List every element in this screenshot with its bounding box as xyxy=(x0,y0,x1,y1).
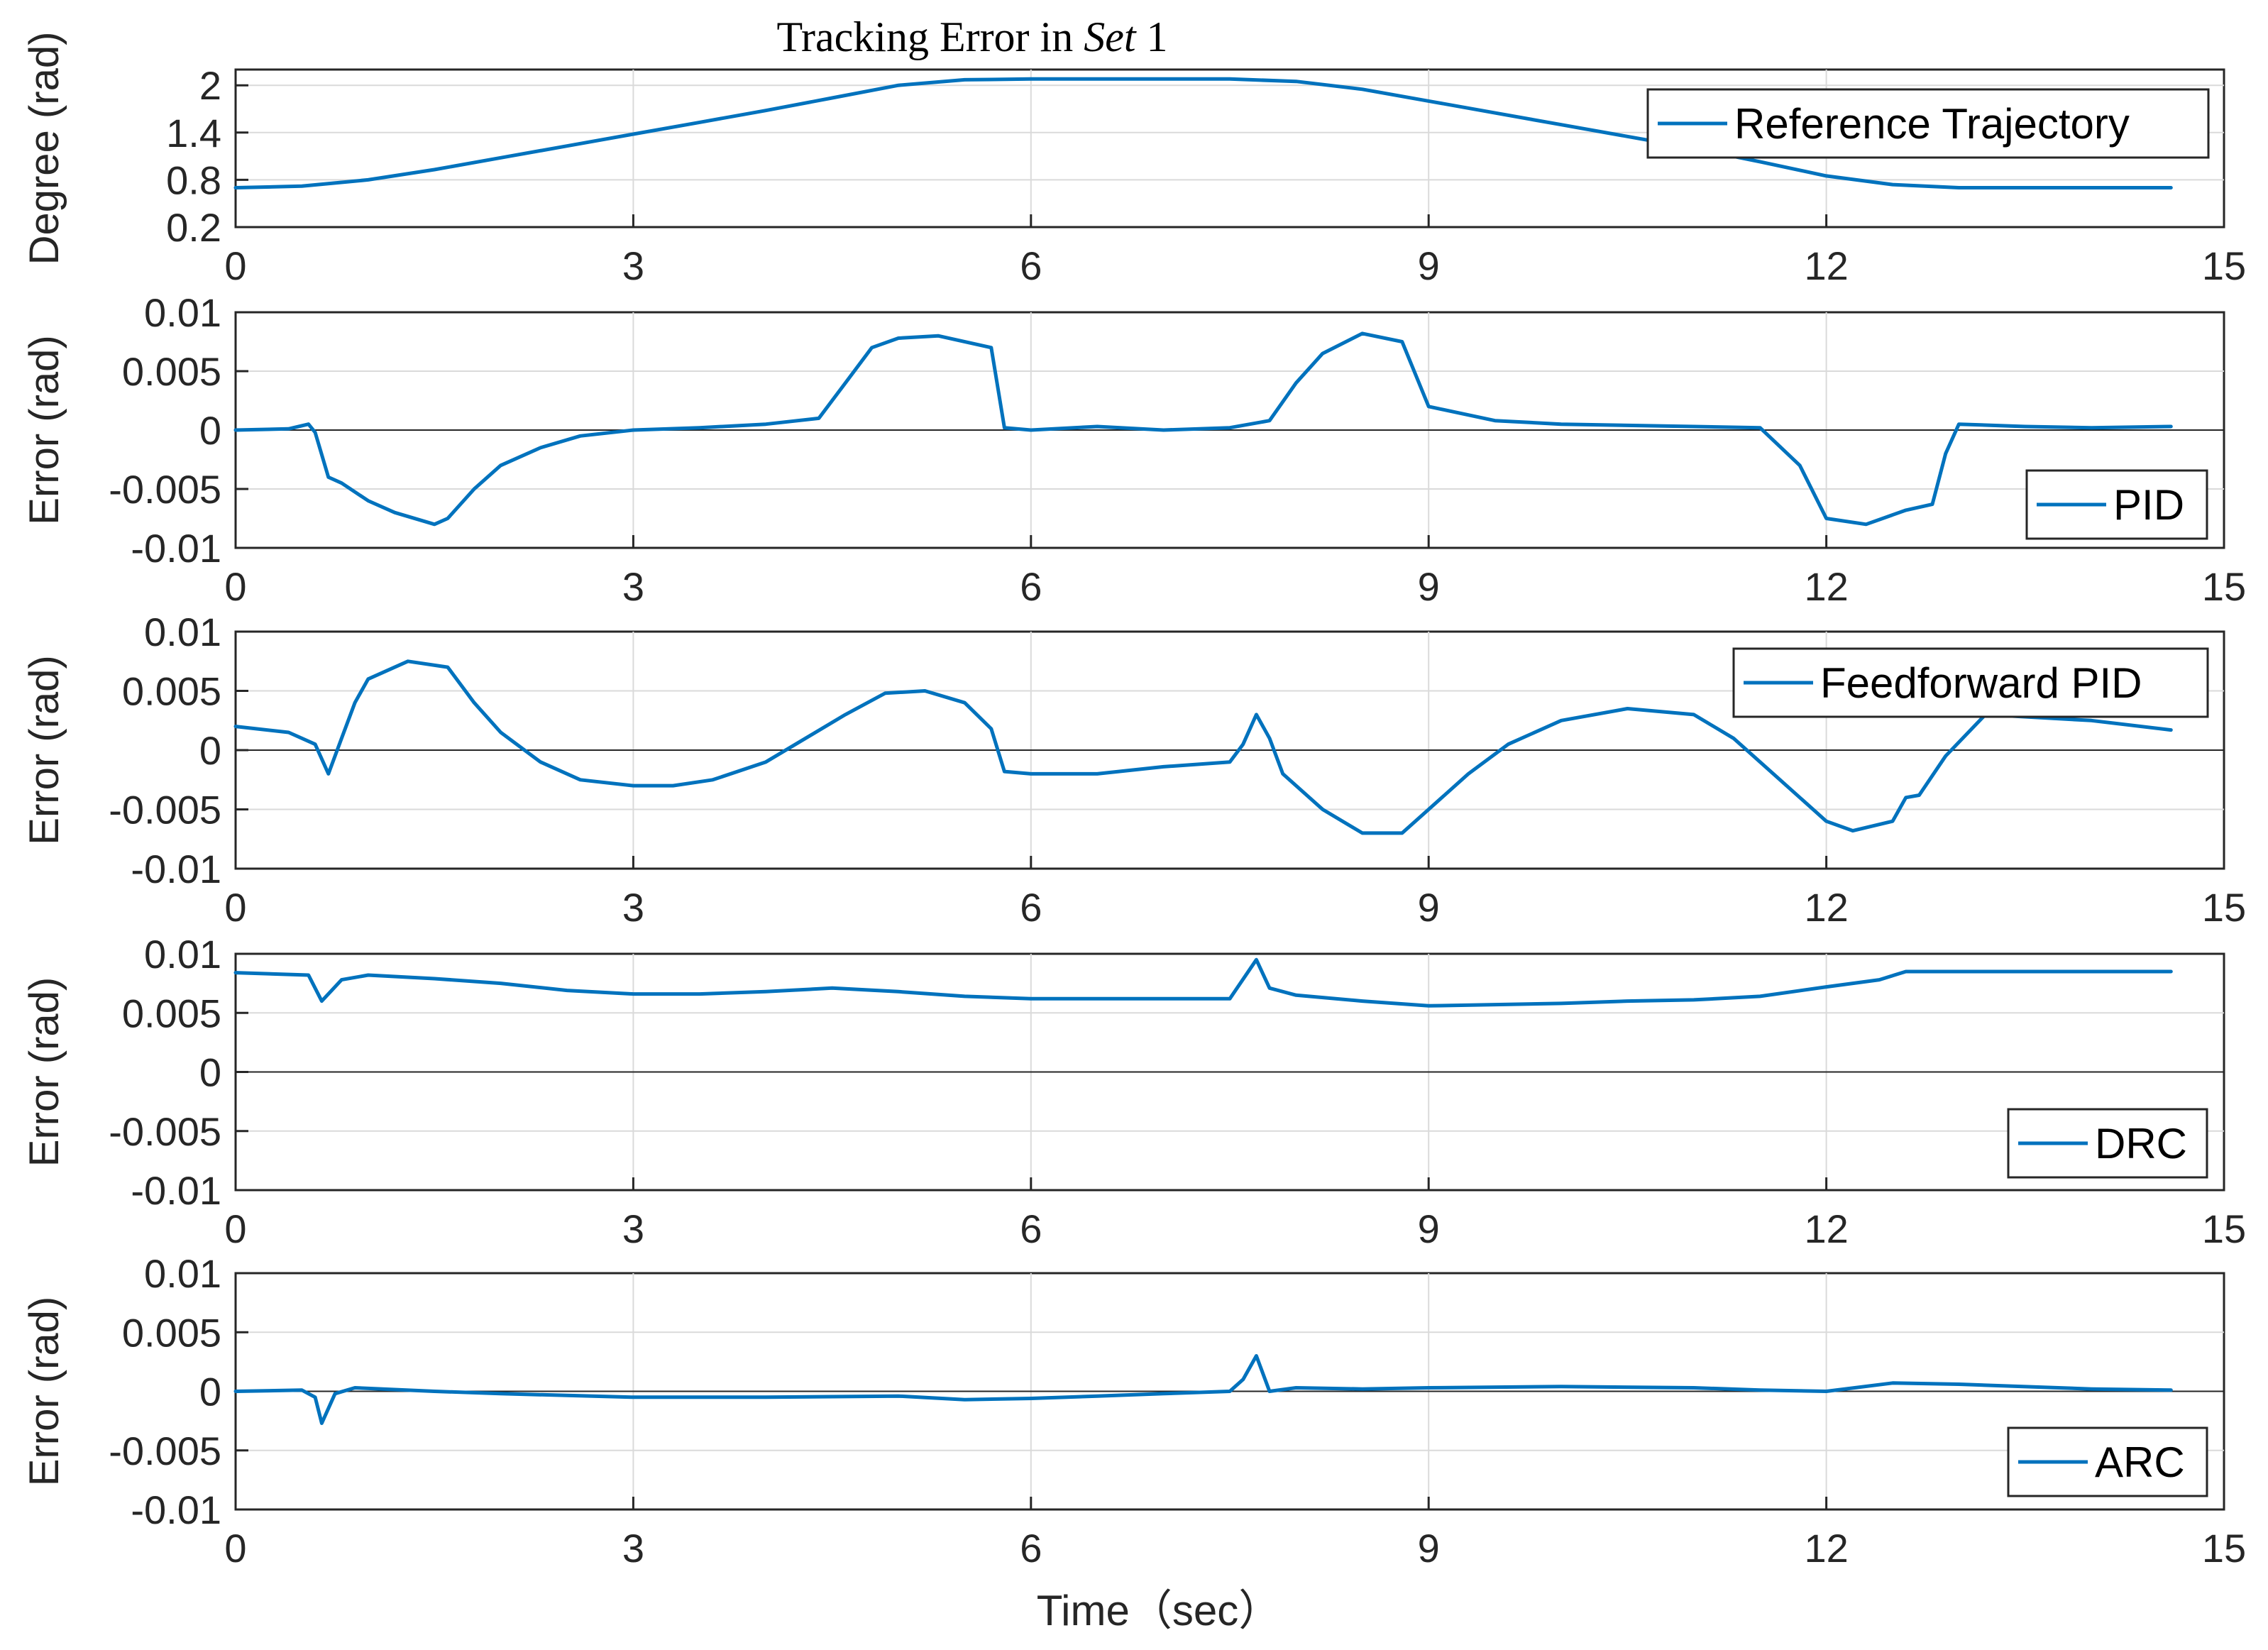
panel-3: 0 3 6 9 12 15 0.01 0.005 0 -0.005 -0.01 Error (rad)… xyxy=(21,610,2246,930)
legend-label: PID xyxy=(2113,481,2184,529)
series-line-pid xyxy=(233,331,2173,527)
y-tick-label: -0.01 xyxy=(131,526,221,571)
legend: PID xyxy=(2025,469,2208,540)
y-tick-label: 0.01 xyxy=(144,932,221,977)
y-tick-label: 0.005 xyxy=(122,349,221,394)
x-tick-label: 6 xyxy=(1020,1526,1042,1571)
x-tick-label: 3 xyxy=(622,1206,644,1251)
x-tick-label: 6 xyxy=(1020,564,1042,609)
y-tick-label: -0.005 xyxy=(109,788,221,832)
x-axis-label: Time（sec） xyxy=(1037,1587,1281,1634)
x-tick-label: 9 xyxy=(1418,564,1440,609)
x-tick-label: 0 xyxy=(224,564,246,609)
panel-5: 0 3 6 9 12 15 0.01 0.005 0 -0.005 -0.01 Error (rad)… xyxy=(21,1251,2246,1634)
x-tick-label: 0 xyxy=(224,1206,246,1251)
y-tick-label: 0 xyxy=(199,728,221,773)
x-tick-label: 6 xyxy=(1020,885,1042,930)
panel-4: 0 3 6 9 12 15 0.01 0.005 0 -0.005 -0.01 Error (rad)… xyxy=(21,932,2246,1251)
y-tick-label: -0.01 xyxy=(131,1168,221,1213)
x-tick-label: 12 xyxy=(1804,243,1848,288)
series-line-feedforward-pid xyxy=(233,659,2173,835)
y-tick-label: 0.005 xyxy=(122,669,221,714)
y-tick-label: 0.01 xyxy=(144,610,221,654)
y-tick-label: 0 xyxy=(199,1050,221,1095)
legend: Reference Trajectory xyxy=(1646,88,2210,159)
y-tick-label: -0.01 xyxy=(131,847,221,891)
series-line-arc xyxy=(233,1354,2173,1425)
legend: DRC xyxy=(2007,1108,2208,1179)
x-tick-label: 3 xyxy=(622,885,644,930)
y-tick-label: 1.4 xyxy=(166,111,221,155)
legend: Feedforward PID xyxy=(1732,647,2209,718)
x-tick-label: 12 xyxy=(1804,564,1848,609)
panel-1: 0 3 6 9 12 15 0.20.81.42 Degree (rad) Reference … xyxy=(21,32,2246,288)
x-tick-label: 0 xyxy=(224,1526,246,1571)
x-tick-label: 12 xyxy=(1804,1206,1848,1251)
legend: ARC xyxy=(2007,1426,2208,1497)
y-tick-label: 0.8 xyxy=(166,158,221,202)
y-tick-label: -0.005 xyxy=(109,467,221,512)
x-tick-label: 0 xyxy=(224,885,246,930)
y-tick-label: 0 xyxy=(199,408,221,453)
x-tick-label: 15 xyxy=(2202,564,2246,609)
x-tick-label: 3 xyxy=(622,564,644,609)
x-tick-label: 9 xyxy=(1418,885,1440,930)
legend-label: Feedforward PID xyxy=(1820,659,2142,707)
y-tick-label: 0 xyxy=(199,1370,221,1414)
y-axis-label: Error (rad) xyxy=(21,977,67,1167)
x-tick-label: 6 xyxy=(1020,1206,1042,1251)
y-axis-label: Error (rad) xyxy=(21,655,67,845)
y-tick-label: 0.01 xyxy=(144,290,221,335)
y-tick-label: 0.2 xyxy=(166,205,221,250)
y-axis-label: Degree (rad) xyxy=(21,32,67,265)
x-tick-label: 15 xyxy=(2202,885,2246,930)
figure-title: Tracking Error in Set 1 xyxy=(776,13,1167,60)
legend-box xyxy=(1732,647,2209,718)
y-axis-label: Error (rad) xyxy=(21,1297,67,1486)
y-tick-label: 2 xyxy=(199,63,221,108)
panel-2: 0 3 6 9 12 15 0.01 0.005 0 -0.005 -0.01 Error (rad)… xyxy=(21,290,2246,609)
x-tick-label: 9 xyxy=(1418,1526,1440,1571)
x-tick-label: 15 xyxy=(2202,1206,2246,1251)
legend-label: Reference Trajectory xyxy=(1734,100,2130,148)
x-tick-label: 3 xyxy=(622,243,644,288)
y-tick-label: -0.005 xyxy=(109,1109,221,1154)
legend-label: ARC xyxy=(2095,1439,2185,1486)
legend-box xyxy=(1646,88,2210,159)
x-tick-label: 12 xyxy=(1804,885,1848,930)
x-tick-label: 15 xyxy=(2202,1526,2246,1571)
x-tick-label: 0 xyxy=(224,243,246,288)
y-tick-label: 0.005 xyxy=(122,1310,221,1355)
x-tick-label: 9 xyxy=(1418,243,1440,288)
y-tick-label: -0.005 xyxy=(109,1429,221,1473)
x-tick-label: 15 xyxy=(2202,243,2246,288)
y-tick-label: 0.01 xyxy=(144,1251,221,1296)
x-tick-label: 9 xyxy=(1418,1206,1440,1251)
y-tick-label: 0.005 xyxy=(122,991,221,1035)
series-line-drc xyxy=(233,957,2173,1008)
y-tick-label: -0.01 xyxy=(131,1487,221,1532)
x-tick-label: 3 xyxy=(622,1526,644,1571)
x-tick-label: 12 xyxy=(1804,1526,1848,1571)
y-axis-label: Error (rad) xyxy=(21,335,67,524)
legend-label: DRC xyxy=(2095,1120,2187,1167)
x-tick-label: 6 xyxy=(1020,243,1042,288)
